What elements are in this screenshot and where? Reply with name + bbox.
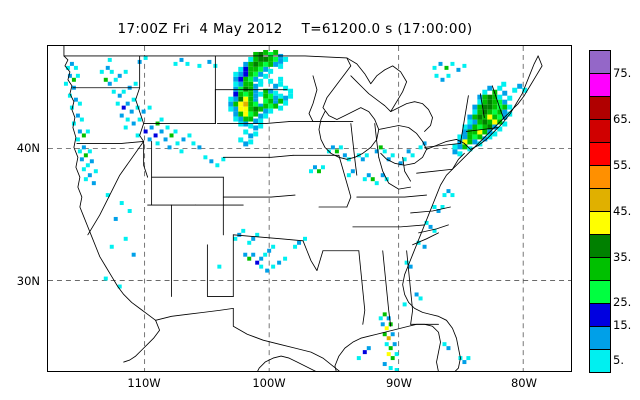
colorbar-band [590, 212, 610, 235]
lon-label-100w: 100W [252, 376, 286, 390]
lon-label-80w: 80W [510, 376, 537, 390]
colorbar-tick-55: 55. [613, 158, 632, 172]
colorbar-tick-5: 5. [613, 353, 624, 367]
colorbar-band [590, 304, 610, 327]
colorbar-tick-65: 65. [613, 112, 632, 126]
lon-label-90w: 90W [385, 376, 412, 390]
lat-label-30n: 30N [16, 274, 40, 288]
echo-upper-midwest [228, 49, 294, 147]
map-frame [47, 45, 572, 372]
echo-southwest [103, 193, 136, 289]
colorbar-band [590, 74, 610, 97]
colorbar-band [590, 166, 610, 189]
echo-new-england [452, 81, 528, 157]
echo-mid-atlantic [404, 189, 455, 269]
colorbar [589, 50, 611, 373]
echo-montana-wyoming [107, 55, 226, 168]
map-outlines [63, 46, 543, 371]
echo-central-plains [217, 228, 308, 273]
colorbar-band [590, 120, 610, 143]
colorbar-tick-35: 35. [613, 250, 632, 264]
colorbar-tick-25: 25. [613, 295, 632, 309]
echo-northern-rockies [99, 65, 202, 154]
lat-label-40n: 40N [16, 141, 40, 155]
colorbar-band [590, 189, 610, 212]
colorbar-band [590, 281, 610, 304]
echo-gulf-coast [356, 292, 471, 371]
echo-pacific-northwest [63, 61, 98, 186]
colorbar-band [590, 350, 610, 372]
lon-label-110w: 110W [127, 376, 161, 390]
plot-title: 17:00Z Fri 4 May 2012 T=61200.0 s (17:00… [117, 21, 473, 37]
colorbar-tick-75: 75. [613, 66, 632, 80]
colorbar-band [590, 97, 610, 120]
reflectivity-field [63, 49, 528, 371]
graticule [48, 46, 571, 371]
colorbar-band [590, 143, 610, 166]
map-canvas [48, 46, 571, 371]
colorbar-tick-45: 45. [613, 204, 632, 218]
colorbar-band [590, 51, 610, 74]
colorbar-band [590, 235, 610, 258]
echo-northern-newyork [432, 61, 467, 82]
colorbar-band [590, 258, 610, 281]
colorbar-tick-15: 15. [613, 318, 632, 332]
colorbar-band [590, 327, 610, 350]
